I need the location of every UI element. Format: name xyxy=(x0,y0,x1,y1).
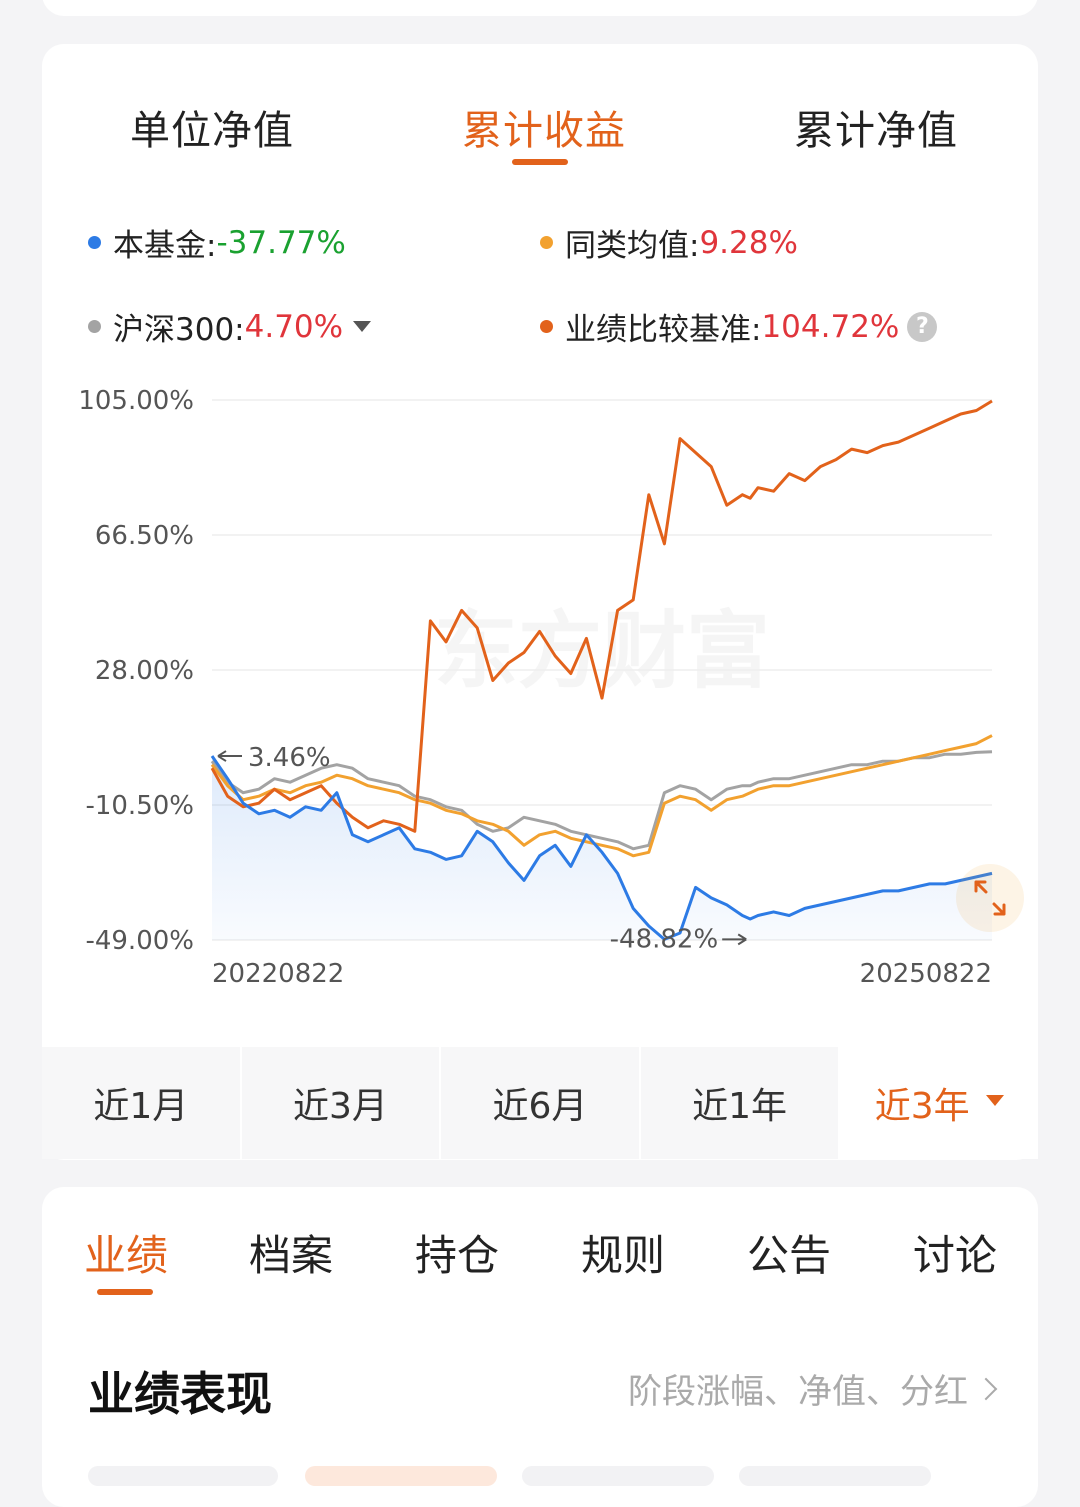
period-dropdown-icon xyxy=(985,1094,1004,1106)
nav-tab-profile[interactable]: 档案 xyxy=(249,1231,334,1280)
nav-active-underline xyxy=(97,1289,153,1295)
legend-hs300[interactable]: 沪深300: 4.70% xyxy=(88,304,372,349)
question-circle-icon[interactable]: ? xyxy=(907,311,938,342)
nav-tab-rules[interactable]: 规则 xyxy=(581,1231,666,1280)
period-selector: 近1月 近3月 近6月 近1年 近3年 xyxy=(42,1047,1038,1159)
stat-tab-stub xyxy=(739,1466,931,1486)
legend-label-category-avg: 同类均值: xyxy=(565,228,700,264)
nav-tab-announcements[interactable]: 公告 xyxy=(747,1231,832,1280)
fund-area-fill xyxy=(212,756,992,940)
legend-benchmark: 业绩比较基准: 104.72% ? xyxy=(540,304,938,349)
legend-label-benchmark: 业绩比较基准: xyxy=(565,312,762,348)
legend-fund: 本基金: -37.77% xyxy=(88,220,346,265)
annotation-arrow-icon xyxy=(722,933,747,946)
legend-dot-category-avg xyxy=(540,236,553,249)
fund-line xyxy=(210,755,993,941)
legend-dot-hs300 xyxy=(88,320,101,333)
x-end-label: 20250822 xyxy=(860,959,992,989)
period-3y-label: 近3年 xyxy=(874,1086,970,1127)
legend-dot-fund xyxy=(88,236,101,249)
y-tick-label: -10.50% xyxy=(85,791,194,821)
legend-dot-benchmark xyxy=(540,320,553,333)
y-tick-label: 105.00% xyxy=(78,386,194,416)
detail-card xyxy=(42,1187,1038,1507)
tab-unit-nav[interactable]: 单位净值 xyxy=(130,108,294,154)
legend-value-benchmark: 104.72% xyxy=(761,308,900,345)
stat-tab-stub xyxy=(522,1466,714,1486)
legend-label-fund: 本基金: xyxy=(113,228,217,264)
period-1y[interactable]: 近1年 xyxy=(640,1047,841,1159)
max-annotation: 3.46% xyxy=(248,743,331,773)
stat-tab-stub xyxy=(88,1466,278,1486)
nav-tab-holdings[interactable]: 持仓 xyxy=(415,1231,500,1280)
dropdown-caret-icon[interactable] xyxy=(353,321,372,332)
min-annotation: -48.82% xyxy=(610,924,719,954)
period-3m[interactable]: 近3月 xyxy=(241,1047,442,1159)
tab-cumulative-return[interactable]: 累计收益 xyxy=(462,108,626,154)
period-6m[interactable]: 近6月 xyxy=(441,1047,641,1159)
tab-cumulative-nav[interactable]: 累计净值 xyxy=(794,108,958,154)
legend-category-avg: 同类均值: 9.28% xyxy=(540,220,798,265)
chevron-right-icon xyxy=(974,1377,998,1400)
legend-value-fund: -37.77% xyxy=(216,224,346,261)
section-title: 业绩表现 xyxy=(88,1367,272,1421)
section-link-text: 阶段涨幅、净值、分红 xyxy=(628,1372,968,1412)
nav-tab-performance[interactable]: 业绩 xyxy=(84,1231,169,1280)
x-start-label: 20220822 xyxy=(212,959,344,989)
hs300-line xyxy=(210,750,993,851)
chart-card xyxy=(42,44,1038,1160)
expand-icon[interactable] xyxy=(956,864,1024,932)
category-avg-line xyxy=(210,734,993,858)
nav-tab-discussion[interactable]: 讨论 xyxy=(913,1231,998,1280)
active-tab-underline xyxy=(512,159,568,165)
y-tick-label: 66.50% xyxy=(95,521,194,551)
legend-value-category-avg: 9.28% xyxy=(699,224,798,261)
stat-tab-stub xyxy=(305,1466,497,1486)
legend-label-hs300: 沪深300: xyxy=(113,312,245,348)
return-chart[interactable]: 东方财富 105.00%66.50%28.00%-10.50%-49.00% 3… xyxy=(0,370,1080,1010)
annotation-arrow-icon xyxy=(217,750,242,762)
top-card xyxy=(42,0,1038,16)
y-tick-label: -49.00% xyxy=(85,926,194,956)
section-link[interactable]: 阶段涨幅、净值、分红 xyxy=(628,1364,998,1413)
period-3y[interactable]: 近3年 xyxy=(840,1047,1038,1159)
period-1m[interactable]: 近1月 xyxy=(42,1047,242,1159)
y-tick-label: 28.00% xyxy=(95,656,194,686)
legend-value-hs300: 4.70% xyxy=(244,308,344,345)
